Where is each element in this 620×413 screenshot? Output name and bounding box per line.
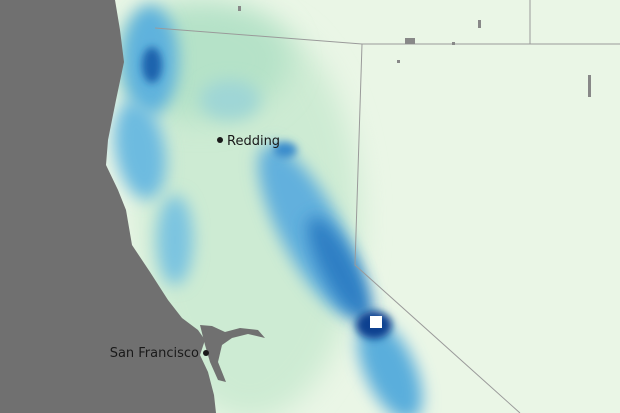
city-san-francisco: San Francisco	[110, 346, 209, 361]
san-francisco-bay	[200, 325, 265, 382]
missing-data-pixels	[238, 6, 591, 97]
state-borders	[154, 0, 620, 413]
city-dot-icon	[203, 350, 209, 356]
city-label: Redding	[227, 134, 280, 149]
ocean	[0, 0, 216, 413]
max-precip-patch	[370, 316, 382, 328]
city-redding: Redding	[217, 134, 280, 149]
city-dot-icon	[217, 137, 223, 143]
precipitation-layer	[110, 0, 423, 413]
city-label: San Francisco	[110, 346, 199, 361]
